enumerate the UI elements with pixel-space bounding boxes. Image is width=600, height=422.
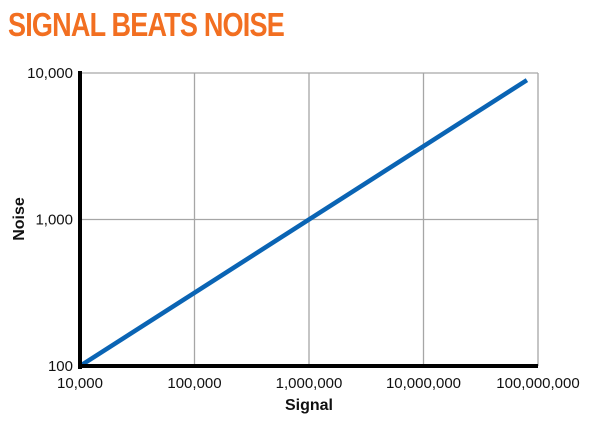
x-tick-label: 1,000,000 — [276, 375, 343, 392]
y-tick-label: 100 — [48, 358, 73, 375]
x-tick-label: 10,000 — [57, 375, 103, 392]
x-axis-label: Signal — [285, 397, 333, 414]
y-axis-label: Noise — [11, 197, 28, 241]
y-tick-label: 10,000 — [27, 65, 73, 82]
y-tick-label: 1,000 — [35, 212, 73, 229]
x-tick-label: 100,000,000 — [496, 375, 579, 392]
x-tick-label: 10,000,000 — [386, 375, 461, 392]
x-tick-label: 100,000 — [167, 375, 221, 392]
series-line — [78, 78, 529, 368]
chart-title: SIGNAL BEATS NOISE — [8, 6, 285, 43]
